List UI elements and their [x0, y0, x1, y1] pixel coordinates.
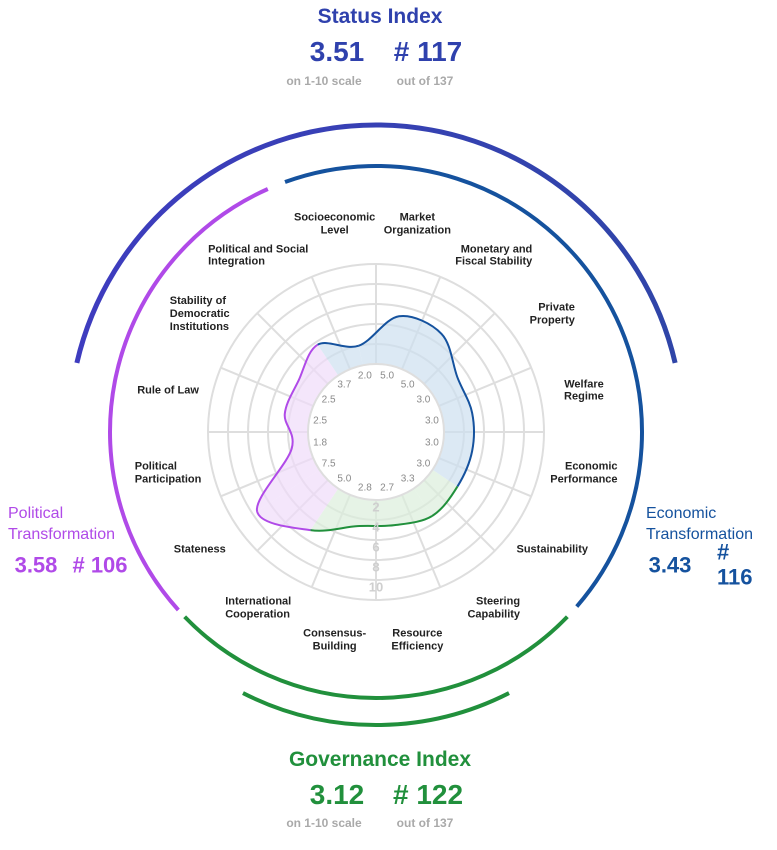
ring-label: 6 [372, 539, 380, 555]
value-label: 2.5 [321, 394, 336, 406]
status-score-note: on 1-10 scale [286, 74, 362, 89]
ring-label: 4 [372, 519, 380, 535]
category-label: Sustainability [516, 543, 589, 556]
category-label: Political and Social Integration [208, 243, 309, 268]
ring-label: 8 [372, 559, 380, 575]
political-score: 3.58 [14, 552, 58, 578]
value-label: 3.0 [424, 415, 439, 427]
value-label: 5.0 [400, 378, 415, 390]
category-label: Stateness [173, 543, 226, 556]
economic-arc [284, 164, 644, 608]
value-label: 3.3 [400, 473, 415, 485]
value-label: 2.0 [357, 370, 372, 382]
value-label: 3.0 [424, 437, 439, 449]
value-label: 1.8 [313, 437, 328, 449]
value-label: 2.5 [313, 415, 328, 427]
category-label: Rule of Law [137, 384, 199, 397]
ring [207, 263, 545, 601]
status-rank: # 117 [393, 35, 463, 67]
political-arc [108, 187, 269, 612]
ring-label: 10 [368, 579, 384, 595]
series-joint [431, 485, 459, 517]
category-label: Market Organization [383, 211, 451, 237]
value-label: 3.7 [337, 378, 352, 390]
category-label: Monetary and Fiscal Stability [455, 243, 533, 268]
hole [307, 363, 445, 501]
status-title: Status Index [317, 4, 443, 28]
status-arc [74, 122, 678, 364]
political-title: Political Transformation [8, 505, 115, 543]
ring [227, 283, 525, 581]
series-line [358, 315, 475, 487]
value-label: 3.0 [416, 394, 431, 406]
economic-rank: # 116 [717, 539, 753, 590]
economic-title: Economic Transformation [646, 505, 753, 543]
value-label: 5.0 [380, 370, 395, 382]
ring [247, 303, 505, 561]
governance-rank: # 122 [392, 778, 464, 810]
status-score: 3.51 [309, 35, 365, 67]
governance-arc [183, 615, 569, 700]
value-label: 2.8 [357, 482, 372, 494]
category-label: Consensus- Building [303, 627, 367, 652]
value-label: 7.5 [321, 457, 336, 469]
ring [267, 323, 485, 541]
category-label: Political Participation [134, 460, 202, 486]
value-label: 3.0 [416, 457, 431, 469]
category-label: Steering Capability [467, 595, 521, 621]
category-label: Stability of Democratic Institutions [169, 295, 230, 333]
series-joint [317, 342, 360, 348]
value-label: 2.7 [380, 482, 395, 494]
status-rank-note: out of 137 [396, 74, 454, 89]
category-label: International Cooperation [225, 595, 292, 621]
category-label: Economic Performance [550, 460, 618, 486]
category-label: Private Property [529, 301, 575, 327]
governance-rank-note: out of 137 [396, 816, 454, 831]
category-label: Resource Efficiency [391, 627, 444, 652]
governance-outer-arc [242, 691, 510, 727]
series-joint [256, 511, 311, 532]
category-label: Socioeconomic Level [293, 211, 376, 237]
value-label: 5.0 [337, 473, 352, 485]
governance-title: Governance Index [288, 747, 472, 771]
governance-score-note: on 1-10 scale [286, 816, 362, 831]
ring-label: 2 [372, 499, 380, 515]
series-line [256, 343, 319, 512]
political-rank: # 106 [72, 552, 128, 578]
series-line [310, 515, 433, 532]
governance-score: 3.12 [309, 778, 365, 810]
economic-score: 3.43 [648, 552, 692, 578]
category-label: Welfare Regime [564, 378, 604, 403]
